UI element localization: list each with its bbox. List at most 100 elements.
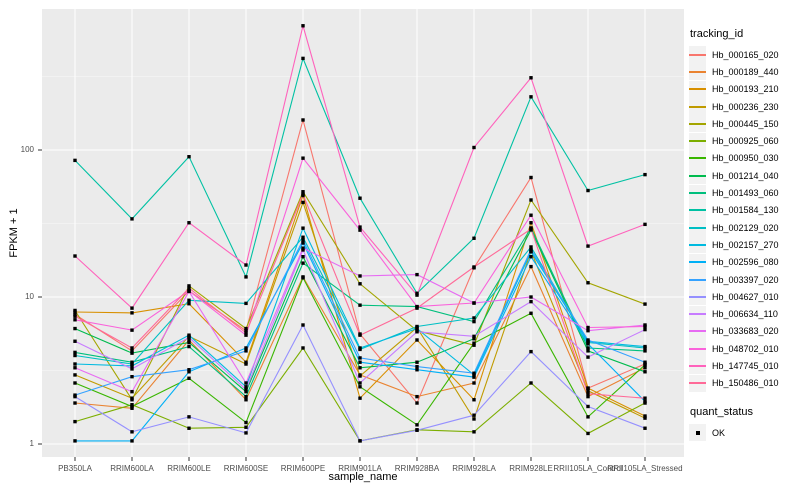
data-point-marker	[130, 389, 134, 394]
legend-key-swatch	[689, 63, 706, 81]
data-point-marker	[187, 344, 191, 349]
line-swatch-icon	[689, 364, 706, 367]
data-point-marker	[643, 363, 647, 367]
data-point-marker	[301, 190, 305, 194]
legend-label-ok: OK	[712, 427, 726, 438]
data-point-marker	[643, 399, 647, 404]
legend-item-Hb_048702_010: Hb_048702_010	[689, 340, 799, 358]
legend-key-swatch	[689, 305, 706, 323]
line-swatch-icon	[689, 140, 706, 143]
data-point-marker	[358, 381, 362, 385]
data-point-marker	[73, 158, 77, 163]
data-point-marker	[244, 420, 248, 425]
data-point-marker	[130, 351, 134, 355]
data-point-marker	[244, 360, 248, 364]
legend-key-swatch	[689, 132, 706, 150]
data-point-marker	[187, 302, 191, 306]
legend-item-Hb_033683_020: Hb_033683_020	[689, 322, 799, 340]
data-point-marker	[358, 282, 362, 286]
data-point-marker	[301, 241, 305, 245]
legend-label: Hb_000950_030	[712, 153, 779, 164]
data-point-marker	[130, 430, 134, 434]
data-point-marker	[358, 303, 362, 307]
data-point-marker	[643, 416, 647, 420]
legend-item-Hb_000925_060: Hb_000925_060	[689, 132, 799, 150]
legend-label: Hb_006634_110	[712, 309, 778, 320]
line-swatch-icon	[689, 243, 706, 246]
data-point-marker	[73, 350, 77, 355]
x-tick-label-RRIM600LE: RRIM600LE	[167, 464, 211, 473]
plot-panel	[42, 9, 684, 457]
line-swatch-icon	[689, 174, 706, 177]
legend-item-Hb_000950_030: Hb_000950_030	[689, 149, 799, 167]
data-point-marker	[73, 373, 77, 377]
x-tick-label-RRIM600PE: RRIM600PE	[280, 464, 326, 473]
data-point-marker	[244, 301, 248, 306]
line-swatch-icon	[689, 157, 706, 160]
data-point-marker	[187, 376, 191, 380]
legend-title-tracking-id: tracking_id	[690, 28, 744, 40]
x-tick-label-RRIM600LA: RRIM600LA	[110, 464, 154, 473]
legend: tracking_id Hb_000165_020 Hb_000189_440 Hb…	[689, 28, 799, 442]
x-tick-label-RRII105LA_Stressed: RRII105LA_Stressed	[607, 464, 683, 473]
legend-item-Hb_001584_130: Hb_001584_130	[689, 201, 799, 219]
data-point-marker	[244, 387, 248, 392]
data-point-marker	[529, 264, 533, 269]
data-point-marker	[643, 366, 647, 370]
data-point-marker	[301, 248, 305, 252]
data-point-marker	[130, 439, 134, 443]
data-point-marker	[130, 311, 134, 315]
data-point-marker	[244, 263, 248, 267]
data-point-marker	[415, 330, 419, 334]
data-point-marker	[643, 302, 647, 306]
data-point-marker	[244, 326, 248, 331]
legend-label: Hb_000925_060	[712, 136, 779, 147]
data-point-marker	[358, 366, 362, 370]
data-point-marker	[73, 326, 77, 331]
legend-item-Hb_002596_080: Hb_002596_080	[689, 253, 799, 271]
data-point-marker	[358, 225, 362, 229]
legend-key-swatch	[689, 236, 706, 254]
line-swatch-icon	[689, 278, 706, 281]
data-point-marker	[643, 414, 647, 418]
y-axis-title: FPKM + 1	[8, 208, 20, 258]
data-point-marker	[586, 244, 590, 248]
line-swatch-icon	[689, 295, 706, 298]
data-point-marker	[358, 374, 362, 378]
line-swatch-icon	[689, 209, 706, 212]
data-point-marker	[130, 217, 134, 221]
legend-quant-status: quant_status OK	[689, 405, 799, 442]
data-point-marker	[73, 312, 77, 317]
data-point-marker	[472, 375, 476, 379]
line-swatch-icon	[689, 70, 706, 73]
data-point-marker	[244, 346, 248, 350]
legend-item-Hb_004627_010: Hb_004627_010	[689, 288, 799, 306]
data-point-marker	[73, 366, 77, 370]
legend-label: Hb_048702_010	[712, 343, 779, 354]
data-point-marker	[301, 192, 305, 196]
data-point-marker	[73, 314, 77, 318]
data-point-marker	[73, 353, 77, 358]
legend-item-Hb_147745_010: Hb_147745_010	[689, 357, 799, 375]
data-point-marker	[301, 238, 305, 242]
data-point-marker	[187, 155, 191, 159]
data-point-marker	[415, 306, 419, 310]
data-point-marker	[643, 172, 647, 177]
data-point-marker	[130, 406, 134, 410]
line-swatch-icon	[689, 347, 706, 350]
data-point-marker	[358, 356, 362, 360]
data-point-marker	[244, 275, 248, 279]
data-point-marker	[244, 385, 248, 389]
legend-title-quant-status: quant_status	[690, 405, 753, 418]
data-point-marker	[244, 333, 248, 337]
data-point-marker	[586, 349, 590, 353]
legend-label: Hb_150486_010	[712, 378, 779, 389]
data-point-marker	[73, 419, 77, 424]
data-point-marker	[187, 221, 191, 225]
data-point-marker	[529, 76, 533, 80]
data-point-marker	[643, 327, 647, 332]
legend-key-swatch	[689, 219, 706, 237]
legend-label: Hb_033683_020	[712, 326, 779, 337]
data-point-marker	[130, 362, 134, 366]
